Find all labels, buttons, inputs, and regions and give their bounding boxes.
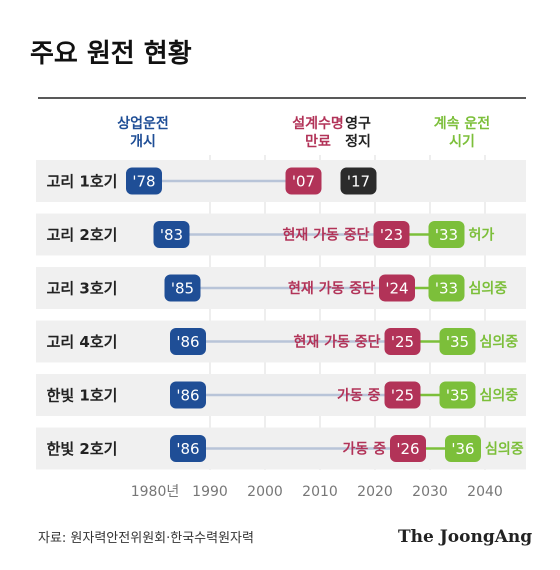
design-end-label: '07 (292, 173, 315, 191)
design-end-pill (285, 167, 322, 195)
start-pill (164, 274, 201, 302)
header-permanent-stop: 영구 (345, 115, 371, 132)
chart-title: 주요 원전 현황 (30, 39, 192, 69)
x-tick-label: 1980년 (131, 484, 180, 500)
continued-status-text: 허가 (469, 227, 495, 244)
continued-pill (445, 435, 481, 462)
header-continued: 계속 운전 (434, 115, 490, 132)
start-pill (170, 435, 206, 462)
header-start: 개시 (130, 134, 156, 150)
design-end-pill (384, 381, 421, 409)
continued-status-text: 심의중 (480, 387, 519, 404)
timeline-row: 한빛 2호기 가동 중 '86 '26 '36 심의중 (36, 427, 526, 470)
start-pill (170, 381, 206, 409)
design-end-label: '26 (396, 440, 419, 458)
design-end-pill (390, 435, 426, 462)
start-label: '86 (176, 387, 199, 405)
design-end-pill (379, 274, 415, 302)
row-label: 고리 3호기 (47, 280, 118, 298)
start-pill (126, 167, 162, 195)
continued-label: '33 (435, 226, 458, 244)
status-text: 현재 가동 중단 (288, 280, 375, 297)
row-label: 한빛 2호기 (47, 440, 118, 458)
continued-pill (439, 381, 476, 409)
x-tick-label: 2040 (467, 484, 503, 500)
design-end-label: '25 (391, 333, 414, 351)
continued-pill (439, 328, 476, 355)
start-label: '86 (176, 333, 199, 351)
x-tick-label: 1990 (192, 484, 228, 500)
start-label: '83 (160, 226, 183, 244)
continued-label: '36 (451, 440, 474, 458)
stop-label: '17 (347, 173, 370, 191)
brand-logo: The JoongAng (398, 527, 532, 547)
start-pill (170, 328, 206, 355)
x-tick-label: 2030 (412, 484, 448, 500)
continued-pill (428, 221, 465, 248)
start-label: '85 (171, 280, 194, 298)
status-text: 현재 가동 중단 (282, 227, 369, 244)
design-end-label: '25 (391, 387, 414, 405)
timeline-row: 고리 4호기 현재 가동 중단 '86 '25 '35 심의중 (36, 320, 526, 363)
timeline-row: 고리 3호기 현재 가동 중단 '85 '24 '33 심의중 (36, 267, 526, 309)
header-permanent-stop: 정지 (345, 133, 371, 150)
x-tick-label: 2010 (302, 484, 338, 500)
continued-label: '33 (435, 280, 458, 298)
timeline-row: 고리 1호기 '78 '07 '17 (36, 160, 526, 202)
design-end-label: '23 (380, 226, 403, 244)
row-label: 고리 4호기 (47, 333, 118, 351)
header-design-life: 설계수명 (292, 115, 344, 132)
header-design-life: 만료 (305, 134, 331, 150)
status-text: 가동 중 (342, 442, 386, 458)
start-label: '78 (132, 173, 155, 191)
row-label: 고리 2호기 (47, 226, 118, 244)
header-continued: 시기 (449, 134, 475, 150)
timeline-row: 고리 2호기 현재 가동 중단 '83 '23 '33 허가 (36, 213, 526, 256)
x-axis-ticks: 1980년 1990 2000 2010 2020 2030 2040 (131, 484, 503, 500)
x-tick-label: 2020 (357, 484, 393, 500)
header-start: 상업운전 (117, 115, 169, 132)
row-label: 고리 1호기 (47, 173, 118, 191)
continued-status-text: 심의중 (485, 441, 524, 458)
row-label: 한빛 1호기 (47, 387, 118, 405)
design-end-pill (373, 221, 410, 248)
grid (209, 155, 486, 470)
stop-pill (340, 167, 377, 195)
continued-pill (428, 274, 465, 302)
design-end-pill (384, 328, 421, 355)
continued-status-text: 심의중 (469, 280, 508, 297)
source-note: 자료: 원자력안전위원회·한국수력원자력 (38, 531, 254, 546)
timeline-row: 한빛 1호기 가동 중 '86 '25 '35 심의중 (36, 374, 526, 416)
start-label: '86 (176, 440, 199, 458)
start-pill (153, 221, 190, 248)
continued-status-text: 심의중 (480, 334, 519, 351)
status-text: 가동 중 (337, 388, 381, 404)
continued-label: '35 (446, 387, 469, 405)
continued-label: '35 (446, 333, 469, 351)
x-tick-label: 2000 (247, 484, 283, 500)
status-text: 현재 가동 중단 (293, 334, 380, 351)
design-end-label: '24 (385, 280, 408, 298)
